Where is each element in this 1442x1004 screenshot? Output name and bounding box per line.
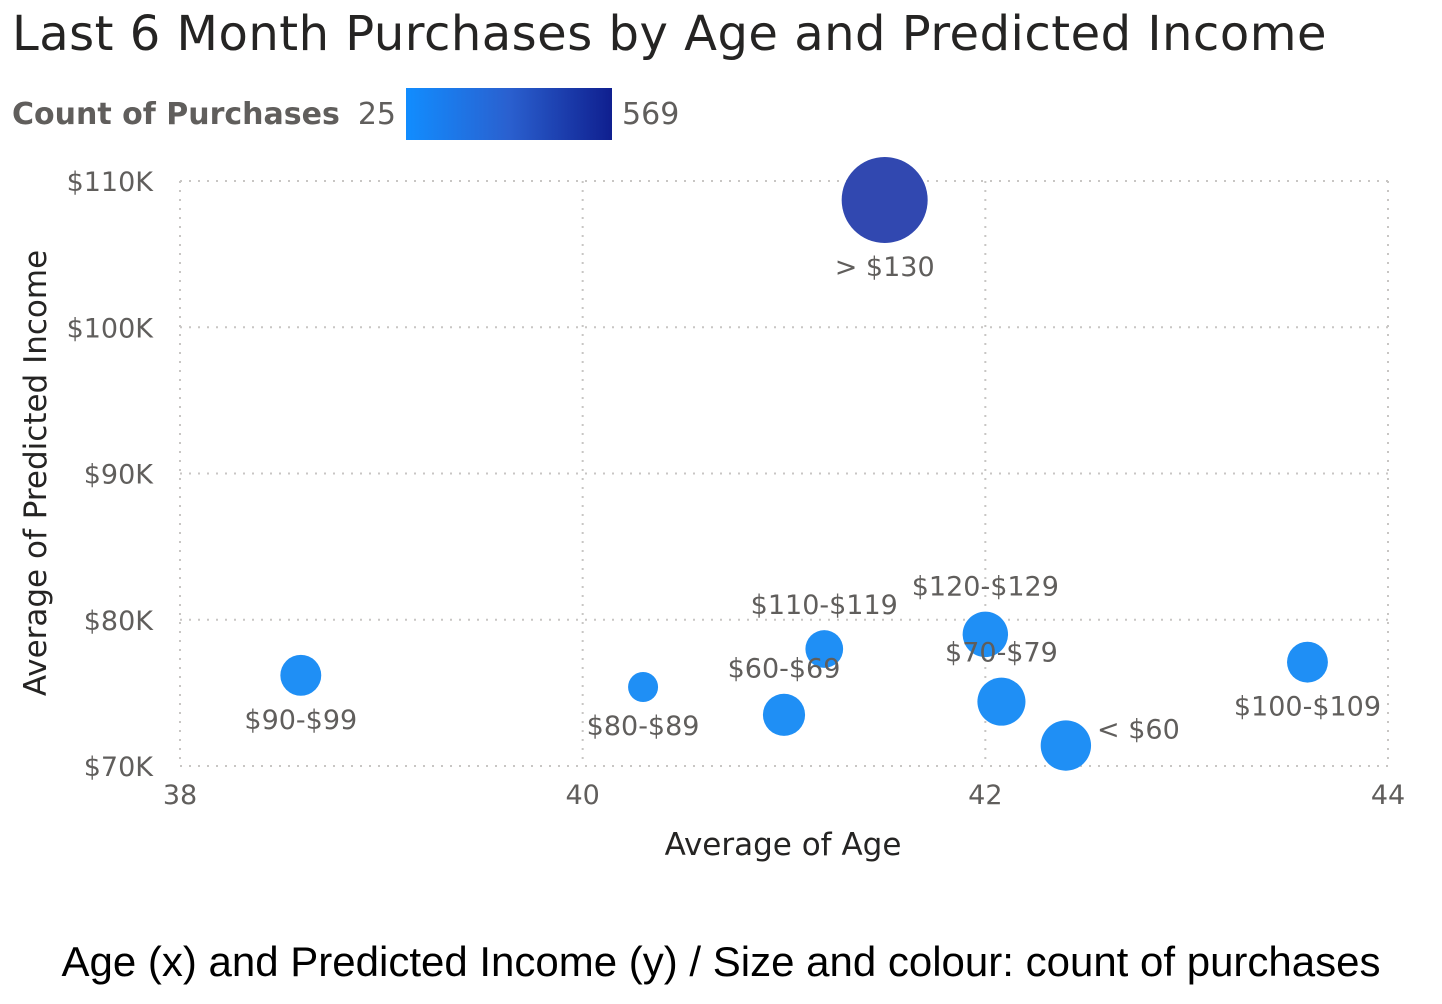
data-point xyxy=(1040,720,1092,771)
data-label: $80-$89 xyxy=(587,711,700,742)
y-tick-label: $90K xyxy=(84,460,155,491)
legend-title: Count of Purchases xyxy=(12,96,340,132)
data-point xyxy=(977,677,1026,726)
size-color-legend: Count of Purchases 25 569 xyxy=(12,88,679,140)
legend-max-label: 569 xyxy=(622,96,680,132)
data-label: > $130 xyxy=(835,252,935,283)
x-tick-label: 38 xyxy=(163,780,197,811)
legend-min-label: 25 xyxy=(357,96,397,132)
data-point xyxy=(628,672,659,703)
x-tick-label: 42 xyxy=(968,780,1002,811)
x-tick-label: 40 xyxy=(565,780,599,811)
data-label: $120-$129 xyxy=(912,572,1059,603)
data-label: $90-$99 xyxy=(244,705,357,736)
data-point xyxy=(1287,641,1328,683)
y-axis-title: Average of Predicted Income xyxy=(18,250,54,696)
data-label: $60-$69 xyxy=(728,654,841,685)
data-point xyxy=(762,693,806,736)
data-point xyxy=(805,630,844,668)
data-point xyxy=(280,654,322,696)
data-label: $100-$109 xyxy=(1234,692,1381,723)
x-axis-title: Average of Age xyxy=(665,827,902,863)
y-tick-label: $80K xyxy=(84,606,155,637)
legend-gradient-bar xyxy=(406,88,613,140)
x-tick-label: 44 xyxy=(1371,780,1405,811)
y-tick-label: $100K xyxy=(67,313,155,344)
data-point xyxy=(841,157,928,244)
data-label: $70-$79 xyxy=(945,638,1058,669)
figure-caption: Age (x) and Predicted Income (y) / Size … xyxy=(61,938,1381,985)
chart-title: Last 6 Month Purchases by Age and Predic… xyxy=(12,6,1327,62)
y-tick-label: $110K xyxy=(67,167,155,198)
data-label: $110-$119 xyxy=(751,590,898,621)
scatter-plot: $70K $80K $90K $100K $110K 38 40 42 44 Average of… xyxy=(18,157,1405,863)
y-tick-label: $70K xyxy=(84,752,155,783)
data-point xyxy=(962,611,1009,658)
data-label: < $60 xyxy=(1097,714,1180,745)
